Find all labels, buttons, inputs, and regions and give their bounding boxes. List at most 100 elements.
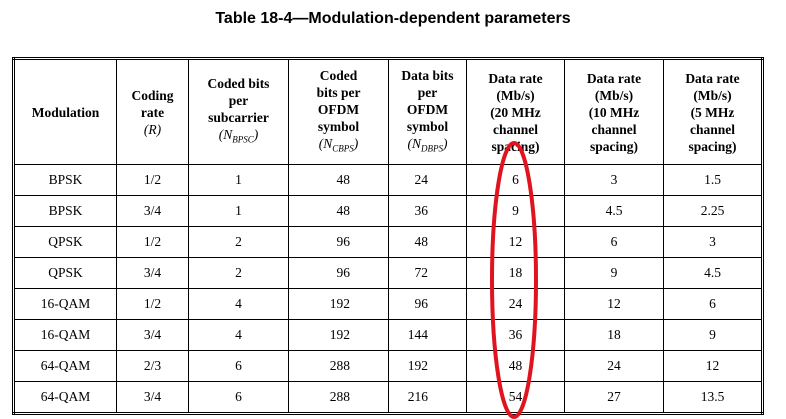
table-cell: 36 bbox=[466, 319, 565, 351]
header-cell: Data rate (Mb/s) (5 MHz channel spacing) bbox=[663, 58, 763, 165]
header-line: spacing) bbox=[688, 138, 737, 154]
table-cell: 12 bbox=[564, 288, 664, 320]
header-line: channel bbox=[689, 121, 735, 137]
symbol-suffix: ) bbox=[253, 127, 259, 143]
header-line: OFDM bbox=[317, 101, 360, 117]
table: Modulation Coding rate (R) Coded bits per subc… bbox=[12, 57, 764, 415]
symbol-suffix: ) bbox=[443, 135, 448, 151]
table-row: QPSK 1/2 2 96 48 12 6 3 bbox=[13, 226, 763, 258]
header-line: (Mb/s) bbox=[693, 87, 732, 103]
header-line: bits per bbox=[316, 84, 361, 100]
header-line: Data rate bbox=[488, 70, 543, 86]
symbol-suffix: ) bbox=[156, 121, 162, 137]
header-line: spacing) bbox=[589, 138, 638, 154]
header-line: (10 MHz bbox=[588, 104, 640, 120]
table-cell: 216 bbox=[388, 381, 467, 414]
table-cell: 1/2 bbox=[116, 288, 189, 320]
table-cell: 24 bbox=[466, 288, 565, 320]
table-cell: 48 bbox=[388, 226, 467, 258]
table-cell: 4 bbox=[188, 288, 289, 320]
header-cell: Data bits per OFDM symbol (NDBPS) bbox=[388, 58, 467, 165]
table-cell: 13.5 bbox=[663, 381, 763, 414]
symbol-prefix: ( bbox=[318, 135, 324, 151]
table-cell: 48 bbox=[288, 164, 389, 196]
header-line: (5 MHz bbox=[690, 104, 735, 120]
header-symbol: (NDBPS) bbox=[389, 135, 466, 158]
table-cell: 192 bbox=[388, 350, 467, 382]
table-cell: QPSK bbox=[13, 257, 117, 289]
table-cell: 3 bbox=[663, 226, 763, 258]
header-cell: Coded bits per OFDM symbol (NCBPS) bbox=[288, 58, 389, 165]
table-cell: 18 bbox=[466, 257, 565, 289]
table-cell: 96 bbox=[288, 226, 389, 258]
table-cell: 6 bbox=[663, 288, 763, 320]
header-symbol: (NBPSC) bbox=[189, 126, 288, 149]
table-cell: 3/4 bbox=[116, 381, 189, 414]
table-cell: 12 bbox=[466, 226, 565, 258]
table-cell: 48 bbox=[466, 350, 565, 382]
header-line: (20 MHz bbox=[490, 104, 541, 120]
header-cell: Coded bits per subcarrier (NBPSC) bbox=[188, 58, 289, 165]
header-line: Data rate bbox=[586, 70, 642, 86]
table-cell: 1.5 bbox=[663, 164, 763, 196]
table-cell: 6 bbox=[466, 164, 565, 196]
symbol-sub: CBPS bbox=[332, 143, 354, 154]
table-cell: 4.5 bbox=[564, 195, 664, 227]
table-cell: 24 bbox=[388, 164, 467, 196]
table-cell: 2.25 bbox=[663, 195, 763, 227]
header-line: channel bbox=[591, 121, 637, 137]
table-row: 16-QAM 3/4 4 192 144 36 18 9 bbox=[13, 319, 763, 351]
table-cell: 16-QAM bbox=[13, 288, 117, 320]
table-cell: 54 bbox=[466, 381, 565, 414]
header-line: per bbox=[417, 84, 438, 100]
table-cell: 1 bbox=[188, 195, 289, 227]
table-cell: 3/4 bbox=[116, 257, 189, 289]
table-cell: 1 bbox=[188, 164, 289, 196]
table-cell: 4 bbox=[188, 319, 289, 351]
table-cell: 1/2 bbox=[116, 164, 189, 196]
header-line: rate bbox=[140, 104, 165, 120]
header-line: channel bbox=[492, 121, 538, 137]
symbol-var: N bbox=[323, 135, 333, 151]
table-row: 16-QAM 1/2 4 192 96 24 12 6 bbox=[13, 288, 763, 320]
table-cell: 2 bbox=[188, 257, 289, 289]
header-line: symbol bbox=[317, 118, 360, 134]
table-cell: 64-QAM bbox=[13, 350, 117, 382]
symbol-sub: DBPS bbox=[421, 143, 443, 154]
symbol-sub: BPSC bbox=[232, 134, 254, 145]
table-cell: 9 bbox=[466, 195, 565, 227]
table-cell: BPSK bbox=[13, 195, 117, 227]
symbol-var: R bbox=[148, 121, 157, 137]
table-row: 64-QAM 2/3 6 288 192 48 24 12 bbox=[13, 350, 763, 382]
table-cell: 6 bbox=[188, 381, 289, 414]
header-cell: Data rate (Mb/s) (20 MHz channel spacing) bbox=[466, 58, 565, 165]
table-cell: 9 bbox=[564, 257, 664, 289]
table-cell: QPSK bbox=[13, 226, 117, 258]
table-row: BPSK 1/2 1 48 24 6 3 1.5 bbox=[13, 164, 763, 196]
header-cell: Data rate (Mb/s) (10 MHz channel spacing) bbox=[564, 58, 664, 165]
symbol-prefix: ( bbox=[218, 127, 224, 143]
table-cell: 288 bbox=[288, 381, 389, 414]
header-cell: Coding rate (R) bbox=[116, 58, 189, 165]
table-cell: 1/2 bbox=[116, 226, 189, 258]
symbol-suffix: ) bbox=[353, 135, 359, 151]
header-line: Data rate bbox=[685, 70, 740, 86]
header-line: Modulation bbox=[31, 104, 100, 120]
table-cell: 288 bbox=[288, 350, 389, 382]
symbol-var: N bbox=[223, 127, 233, 143]
table-cell: 6 bbox=[564, 226, 664, 258]
table-cell: 36 bbox=[388, 195, 467, 227]
table-cell: 96 bbox=[288, 257, 389, 289]
header-line: per bbox=[228, 93, 249, 109]
table-title: Table 18-4—Modulation-dependent paramete… bbox=[215, 10, 571, 27]
header-line: Coded bbox=[319, 67, 358, 83]
table-cell: 3/4 bbox=[116, 319, 189, 351]
table-cell: 3/4 bbox=[116, 195, 189, 227]
table-cell: 9 bbox=[663, 319, 763, 351]
header-row: Modulation Coding rate (R) Coded bits per subc… bbox=[13, 58, 763, 165]
header-line: Data bits bbox=[401, 67, 454, 83]
table-cell: 27 bbox=[564, 381, 664, 414]
header-line: subcarrier bbox=[208, 110, 269, 126]
header-line: (Mb/s) bbox=[496, 87, 535, 103]
table-row: 64-QAM 3/4 6 288 216 54 27 13.5 bbox=[13, 381, 763, 414]
